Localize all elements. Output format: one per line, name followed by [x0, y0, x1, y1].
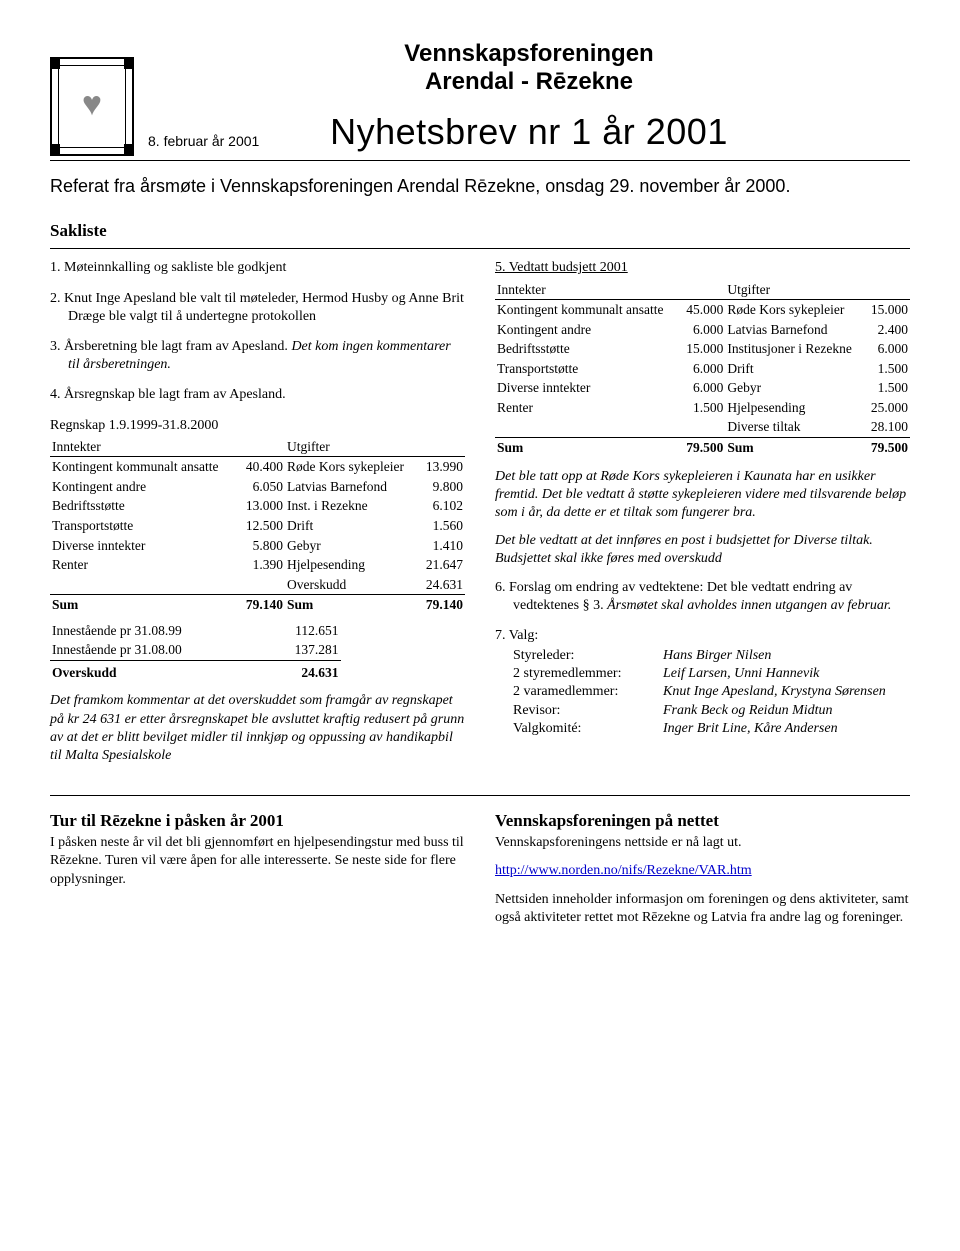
valg-row: Valgkomité:Inger Brit Line, Kåre Anderse…	[513, 720, 910, 738]
valg-row: Revisor:Frank Beck og Reidun Midtun	[513, 702, 910, 720]
web-lead: Vennskapsforeningens nettside er nå lagt…	[495, 834, 910, 852]
table-row: Innestående pr 31.08.99112.651	[50, 621, 341, 641]
tour-title: Tur til Rēzekne i påsken år 2001	[50, 810, 465, 832]
subhead: Referat fra årsmøte i Vennskapsforeninge…	[50, 175, 910, 198]
bottom-left: Tur til Rēzekne i påsken år 2001 I påske…	[50, 810, 465, 927]
budget-para-1: Det ble tatt opp at Røde Kors sykepleier…	[495, 468, 910, 523]
table-row: Transportstøtte12.500Drift1.560	[50, 516, 465, 536]
item-7: 7. Valg:	[495, 627, 910, 645]
item-1: 1. Møteinnkalling og sakliste ble godkje…	[50, 259, 465, 277]
table-row: Overskudd24.631	[50, 575, 465, 595]
table-row: Diverse inntekter6.000Gebyr1.500	[495, 378, 910, 398]
item-2: 2. Knut Inge Apesland ble valt til møtel…	[50, 290, 465, 326]
right-column: 5. Vedtatt budsjett 2001 Inntekter Utgif…	[495, 259, 910, 775]
table-row: Kontingent andre6.000Latvias Barnefond2.…	[495, 320, 910, 340]
budget-title: 5. Vedtatt budsjett 2001	[495, 259, 910, 277]
org-title-line2: Arendal - Rēzekne	[148, 68, 910, 96]
table-row: Bedriftsstøtte15.000Institusjoner i Reze…	[495, 339, 910, 359]
bottom-right: Vennskapsforeningen på nettet Vennskapsf…	[495, 810, 910, 927]
valg-list: Styreleder:Hans Birger Nilsen2 styremedl…	[495, 647, 910, 738]
table-row: Renter1.500Hjelpesending25.000	[495, 398, 910, 418]
valg-row: 2 styremedlemmer:Leif Larsen, Unni Hanne…	[513, 665, 910, 683]
budget-table: Inntekter Utgifter Kontingent kommunalt …	[495, 280, 910, 458]
left-column: 1. Møteinnkalling og sakliste ble godkje…	[50, 259, 465, 775]
table-row: Transportstøtte6.000Drift1.500	[495, 359, 910, 379]
org-title-line1: Vennskapsforeningen	[148, 40, 910, 68]
heart-icon: ♥	[82, 82, 102, 126]
regnskap-table: Inntekter Utgifter Kontingent kommunalt …	[50, 437, 465, 615]
valg-row: Styreleder:Hans Birger Nilsen	[513, 647, 910, 665]
table-row: Bedriftsstøtte13.000Inst. i Rezekne6.102	[50, 496, 465, 516]
header-rule	[50, 160, 910, 161]
table-row: Diverse inntekter5.800Gebyr1.410	[50, 536, 465, 556]
table-row: Kontingent kommunalt ansatte45.000Røde K…	[495, 300, 910, 320]
sakliste-heading: Sakliste	[50, 220, 910, 242]
item-6: 6. Forslag om endring av vedtektene: Det…	[495, 579, 910, 615]
table-row: Kontingent andre6.050Latvias Barnefond9.…	[50, 477, 465, 497]
balance-table: Innestående pr 31.08.99112.651Inneståend…	[50, 621, 341, 683]
regnskap-comment: Det framkom kommentar at det overskuddet…	[50, 692, 465, 765]
website-link[interactable]: http://www.norden.no/nifs/Rezekne/VAR.ht…	[495, 863, 752, 878]
table-row: Innestående pr 31.08.00137.281	[50, 640, 341, 660]
table-row: Renter1.390Hjelpesending21.647	[50, 555, 465, 575]
logo: ♥	[50, 57, 134, 156]
main-columns: 1. Møteinnkalling og sakliste ble godkje…	[50, 259, 910, 775]
web-text: Nettsiden inneholder informasjon om fore…	[495, 891, 910, 927]
sakliste-rule	[50, 248, 910, 249]
budget-para-2: Det ble vedtatt at det innføres en post …	[495, 532, 910, 568]
item-3: 3. Årsberetning ble lagt fram av Apeslan…	[50, 338, 465, 374]
issue-date: 8. februar år 2001	[148, 132, 259, 150]
valg-row: 2 varamedlemmer:Knut Inge Apesland, Krys…	[513, 683, 910, 701]
tour-text: I påsken neste år vil det bli gjennomfør…	[50, 834, 465, 889]
table-row: Kontingent kommunalt ansatte40.400Røde K…	[50, 457, 465, 477]
web-title: Vennskapsforeningen på nettet	[495, 810, 910, 832]
regnskap-title: Regnskap 1.9.1999-31.8.2000	[50, 417, 465, 435]
item-4: 4. Årsregnskap ble lagt fram av Apesland…	[50, 386, 465, 404]
table-row: Diverse tiltak28.100	[495, 417, 910, 437]
bottom-rule	[50, 795, 910, 796]
newsletter-title: Nyhetsbrev nr 1 år 2001	[330, 109, 728, 156]
header: ♥ Vennskapsforeningen Arendal - Rēzekne …	[50, 40, 910, 156]
bottom-columns: Tur til Rēzekne i påsken år 2001 I påske…	[50, 810, 910, 927]
